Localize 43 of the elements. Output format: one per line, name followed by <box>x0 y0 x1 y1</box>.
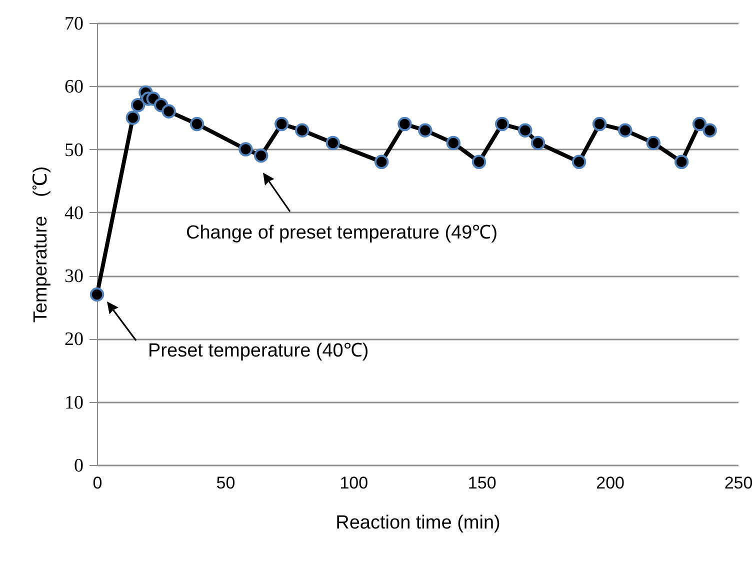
x-tick-label: 0 <box>92 474 102 492</box>
point <box>374 154 389 170</box>
point <box>702 123 717 138</box>
y-tick-label: 30 <box>64 266 84 288</box>
y-tick-label: 60 <box>64 76 84 98</box>
point <box>530 136 546 150</box>
y-tick-label: 40 <box>64 202 84 224</box>
annotation: Preset temperature (40℃) <box>148 340 369 362</box>
point <box>646 136 661 150</box>
point <box>418 123 432 138</box>
point <box>446 136 461 150</box>
point <box>692 116 707 132</box>
point <box>674 154 689 170</box>
point <box>126 110 140 125</box>
y-tick-label: 0 <box>74 456 84 476</box>
point <box>254 148 268 163</box>
point <box>326 136 340 150</box>
y-axis-title: Temperature (℃) <box>30 166 52 323</box>
y-tick-label: 10 <box>64 392 84 414</box>
x-tick-label: 100 <box>340 474 368 492</box>
point <box>162 104 176 119</box>
y-tick-label: 70 <box>64 14 84 34</box>
x-axis-title: Reaction time (min) <box>336 512 500 534</box>
point <box>592 116 607 132</box>
point <box>90 287 104 302</box>
point <box>130 98 146 112</box>
point <box>398 116 412 132</box>
y-tick-label: 50 <box>64 140 84 161</box>
point <box>190 116 204 132</box>
point <box>518 123 532 138</box>
point <box>618 123 632 138</box>
point <box>472 154 486 170</box>
y-tick-label: 20 <box>64 329 84 350</box>
point <box>274 116 289 132</box>
x-tick-label: 250 <box>724 474 753 492</box>
point <box>572 154 586 170</box>
point <box>238 142 253 156</box>
x-tick-label: 150 <box>468 474 496 492</box>
point <box>494 116 510 132</box>
x-tick-label: 200 <box>596 474 624 492</box>
x-tick-label: 50 <box>216 474 236 492</box>
annotation: Change of preset temperature (49℃) <box>186 222 498 244</box>
point <box>294 123 310 138</box>
